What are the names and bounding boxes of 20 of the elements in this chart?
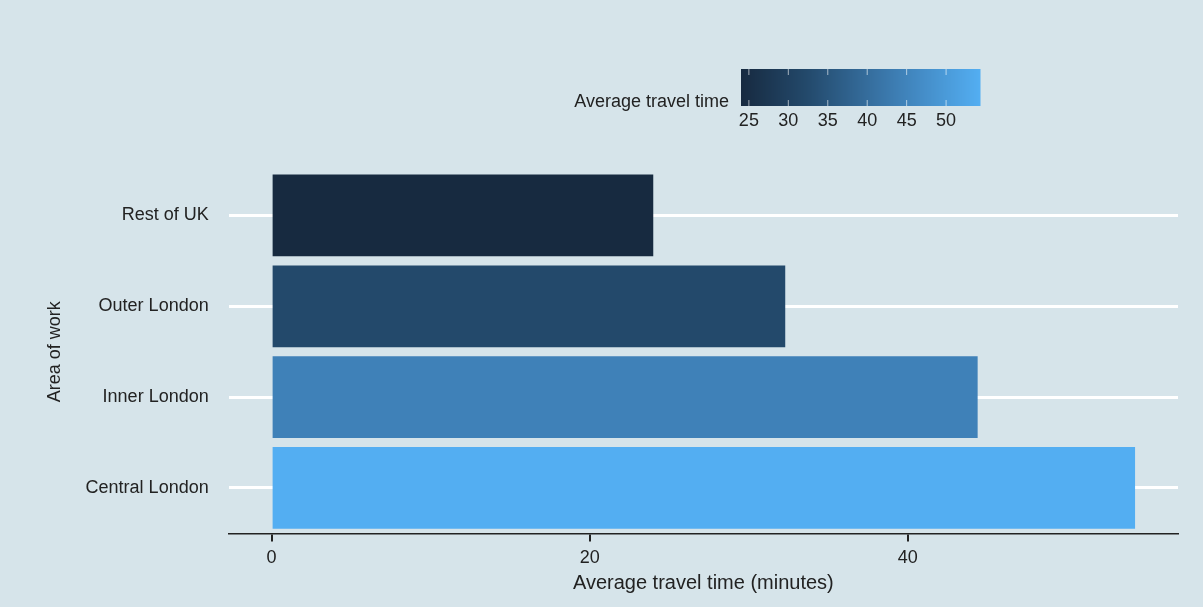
x-tick-label: 0	[266, 547, 277, 568]
color-bar-label: 35	[817, 109, 838, 130]
y-tick-label: Rest of UK	[121, 204, 209, 225]
y-tick-label: Inner London	[102, 386, 209, 407]
bar	[272, 447, 1136, 529]
bar	[272, 356, 978, 439]
bar	[272, 265, 786, 348]
x-tick-label: 40	[897, 547, 918, 568]
color-bar-label: 25	[738, 109, 759, 130]
color-bar-label: 40	[857, 109, 878, 130]
color-bar-label: 45	[896, 109, 917, 130]
x-axis-title: Average travel time (minutes)	[572, 570, 834, 593]
y-tick-label: Central London	[85, 476, 209, 497]
bar	[272, 174, 654, 257]
color-bar-title: Average travel time	[574, 91, 729, 112]
y-axis-title: Area of work	[43, 300, 64, 403]
color-bar-label: 30	[778, 109, 799, 130]
x-tick-label: 20	[579, 547, 600, 568]
color-bar-label: 50	[936, 109, 957, 130]
y-tick-label: Outer London	[98, 295, 209, 316]
